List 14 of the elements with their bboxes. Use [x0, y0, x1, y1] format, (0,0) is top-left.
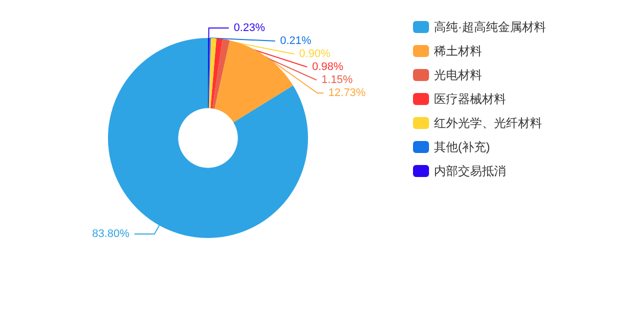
data-label: 12.73%	[328, 87, 366, 100]
data-label: 0.90%	[299, 48, 331, 60]
data-label: 0.98%	[312, 61, 344, 74]
data-label: 0.21%	[280, 35, 312, 48]
legend-label: 稀土材料	[434, 44, 482, 58]
legend-label: 医疗器械材料	[434, 92, 506, 106]
legend-label: 光电材料	[434, 68, 482, 82]
legend-label: 高纯·超高纯金属材料	[434, 20, 546, 34]
legend-label: 内部交易抵消	[434, 164, 506, 178]
legend-label: 红外光学、光纤材料	[434, 116, 542, 130]
data-label: 0.23%	[234, 22, 266, 34]
data-label: 1.15%	[322, 74, 353, 86]
data-label: 83.80%	[92, 228, 130, 240]
legend-label: 其他(补充)	[434, 140, 490, 154]
